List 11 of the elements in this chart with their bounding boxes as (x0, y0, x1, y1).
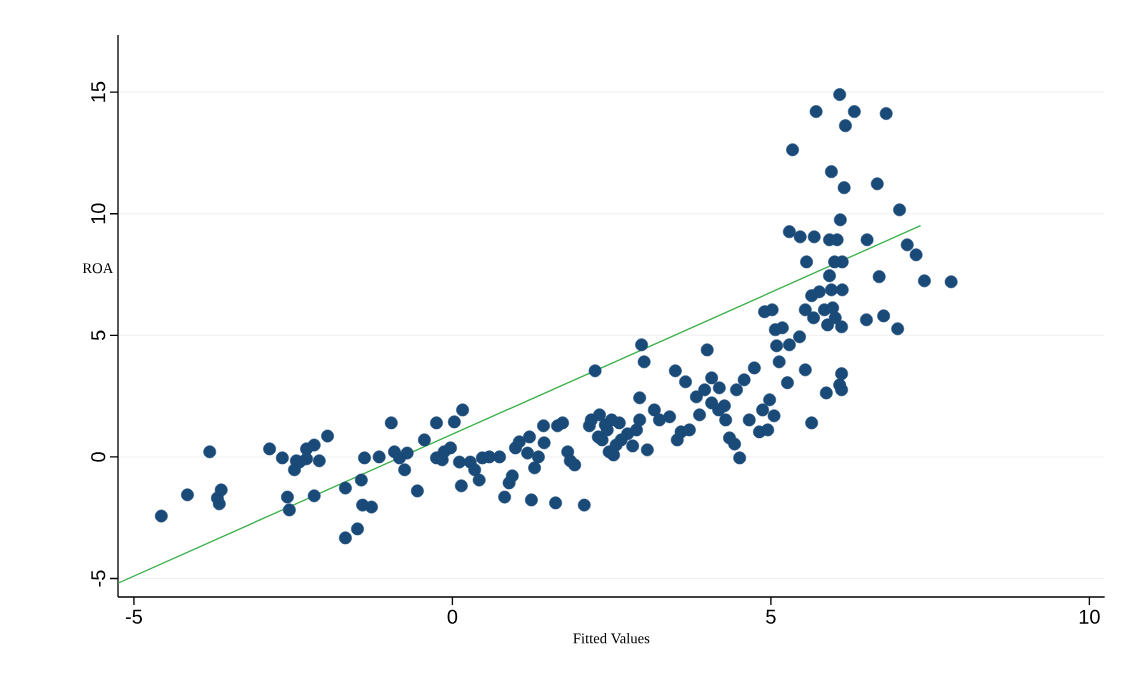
y-tick-label: -5 (91, 570, 106, 587)
y-tick-label: 0 (91, 452, 106, 462)
y-tick-label: 10 (91, 203, 106, 224)
x-axis-title: Fitted Values (573, 633, 650, 644)
x-tick-label: 10 (1079, 609, 1100, 624)
y-axis-title: ROA (82, 263, 114, 274)
x-tick-label: 0 (447, 609, 458, 624)
x-tick-label: -5 (125, 609, 142, 624)
x-tick-label: 5 (766, 609, 776, 624)
y-tick-label: 15 (91, 81, 106, 102)
y-tick-label: 5 (91, 330, 106, 341)
